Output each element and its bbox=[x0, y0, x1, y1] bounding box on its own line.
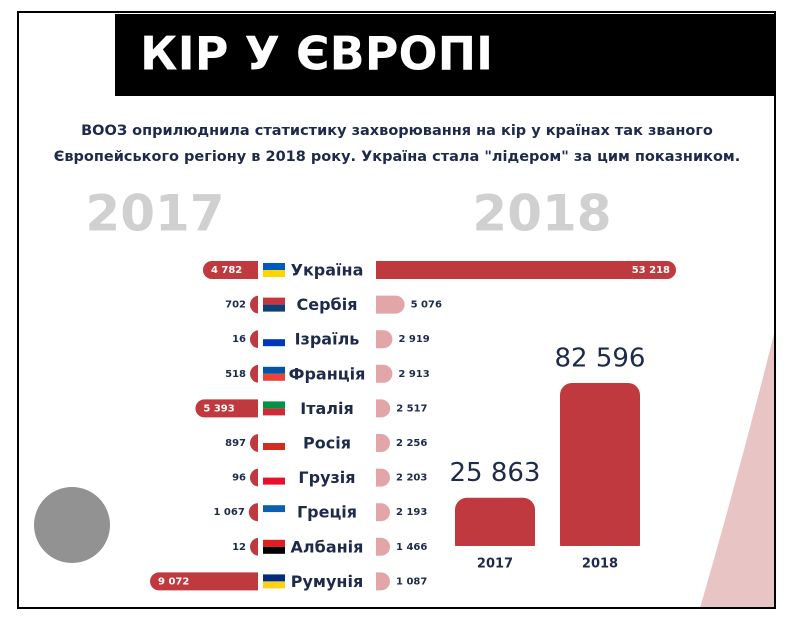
value-label: 5 393 bbox=[203, 403, 234, 414]
flag bbox=[263, 373, 285, 381]
label-box bbox=[258, 397, 376, 420]
series-header: 2018 bbox=[472, 185, 611, 243]
value-label: 2 193 bbox=[396, 507, 427, 518]
bar bbox=[150, 572, 282, 591]
value-label: 2 919 bbox=[398, 334, 429, 345]
virus-decor bbox=[34, 487, 110, 563]
flag bbox=[263, 539, 285, 547]
flag bbox=[263, 263, 285, 270]
flag bbox=[263, 443, 285, 450]
value-label: 12 bbox=[232, 542, 246, 553]
bar bbox=[455, 497, 535, 556]
country-label: Грузія bbox=[298, 468, 355, 487]
x-tick-label: 2017 bbox=[477, 557, 513, 572]
value-label: 2 913 bbox=[398, 369, 429, 380]
country-label: Франція bbox=[289, 364, 366, 383]
value-label: 1 067 bbox=[213, 507, 244, 518]
label-box bbox=[258, 259, 376, 281]
frame bbox=[17, 11, 776, 609]
value-label: 897 bbox=[225, 438, 246, 449]
flag bbox=[263, 270, 285, 277]
value-label: 2 203 bbox=[396, 473, 427, 484]
flag bbox=[263, 574, 285, 582]
flag bbox=[263, 401, 285, 409]
value-label: 5 076 bbox=[411, 300, 442, 311]
value-label: 1 466 bbox=[396, 542, 427, 553]
value-label: 2 517 bbox=[396, 403, 427, 414]
flag bbox=[263, 304, 285, 312]
bar-base bbox=[560, 546, 640, 556]
value-label: 82 596 bbox=[555, 344, 646, 374]
value-label: 96 bbox=[232, 473, 246, 484]
value-label: 16 bbox=[232, 334, 246, 345]
label-box bbox=[258, 466, 376, 489]
subtitle: ВООЗ оприлюднила статистику захворювання… bbox=[81, 123, 713, 139]
label-box bbox=[258, 570, 376, 593]
flag bbox=[263, 366, 285, 374]
flag bbox=[263, 477, 285, 485]
decor-shape bbox=[700, 330, 775, 608]
label-box bbox=[258, 535, 376, 558]
label-box bbox=[258, 328, 376, 351]
country-label: Росія bbox=[303, 434, 351, 453]
country-label: Ізраїль bbox=[295, 330, 360, 349]
country-label: Румунія bbox=[291, 572, 363, 591]
value-label: 518 bbox=[225, 369, 246, 380]
country-label: Албанія bbox=[291, 537, 364, 556]
value-label: 4 782 bbox=[211, 265, 242, 276]
title: КІР У ЄВРОПІ bbox=[140, 27, 493, 81]
flag bbox=[263, 546, 285, 554]
label-box bbox=[258, 501, 376, 524]
value-label: 53 218 bbox=[632, 265, 670, 276]
bar-base bbox=[455, 546, 535, 556]
series-header: 2017 bbox=[85, 185, 224, 243]
title-block bbox=[115, 14, 775, 96]
label-box bbox=[258, 432, 376, 454]
flag bbox=[263, 470, 285, 478]
bar bbox=[560, 383, 640, 556]
country-label: Сербія bbox=[297, 295, 358, 314]
country-label: Україна bbox=[291, 261, 364, 280]
value-label: 25 863 bbox=[450, 458, 541, 488]
value-label: 1 087 bbox=[396, 576, 427, 587]
bar bbox=[366, 261, 676, 279]
value-label: 9 072 bbox=[158, 576, 189, 587]
label-box bbox=[258, 362, 376, 385]
flag bbox=[263, 581, 285, 589]
flag bbox=[263, 332, 285, 340]
flag bbox=[263, 297, 285, 305]
value-label: 702 bbox=[225, 300, 246, 311]
flag bbox=[263, 436, 285, 443]
value-label: 2 256 bbox=[396, 438, 427, 449]
country-label: Греція bbox=[297, 503, 357, 522]
flag bbox=[263, 339, 285, 347]
flag bbox=[263, 408, 285, 416]
subtitle: Європейського регіону в 2018 року. Украї… bbox=[54, 149, 741, 165]
x-tick-label: 2018 bbox=[582, 557, 618, 572]
label-box bbox=[258, 293, 376, 316]
flag bbox=[263, 512, 285, 520]
country-label: Італія bbox=[300, 399, 354, 418]
flag bbox=[263, 505, 285, 513]
